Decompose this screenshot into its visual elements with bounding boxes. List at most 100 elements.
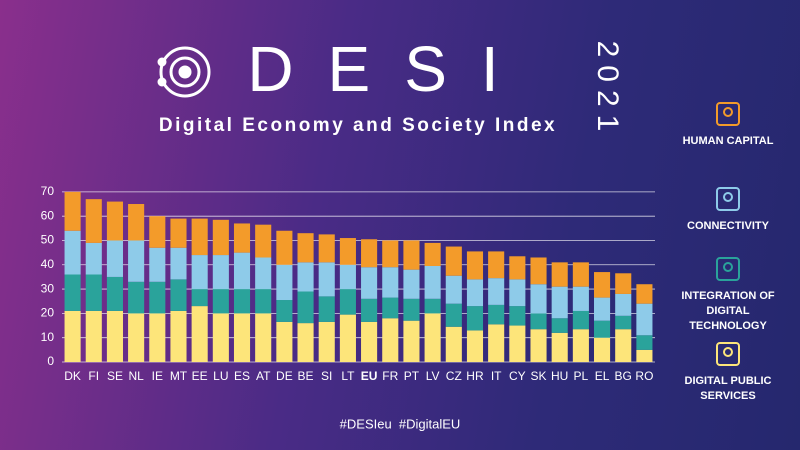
bar-segment: [212, 219, 229, 256]
legend-icon: [716, 102, 740, 126]
y-tick-label: 0: [47, 354, 54, 368]
bar-segment: [212, 313, 229, 362]
bar-segment: [594, 337, 611, 362]
bar-segment: [403, 269, 420, 299]
x-tick-label: SE: [107, 369, 123, 383]
bar-segment: [403, 298, 420, 321]
bar-segment: [361, 267, 378, 299]
bar-segment: [382, 240, 399, 268]
subtitle: Digital Economy and Society Index: [159, 115, 557, 136]
bar-segment: [466, 251, 484, 280]
bar-segment: [318, 262, 335, 297]
x-tick-label: EE: [192, 369, 208, 383]
bar-segment: [488, 251, 505, 279]
bar-segment: [128, 204, 145, 241]
bar-segment: [551, 318, 568, 333]
bar-segment: [233, 223, 251, 253]
y-tick-label: 10: [41, 330, 55, 344]
bar-segment: [594, 297, 611, 321]
bar-segment: [64, 191, 81, 231]
x-tick-label: DE: [276, 369, 293, 383]
bar-segment: [106, 276, 123, 311]
bar-segment: [297, 233, 314, 263]
bar-segment: [615, 273, 632, 294]
bar-segment: [276, 230, 293, 265]
x-tick-label: HU: [551, 369, 568, 383]
bar-segment: [170, 218, 187, 248]
bar-segment: [509, 306, 526, 326]
bar-segment: [361, 298, 378, 322]
bar-segment: [530, 329, 547, 362]
x-tick-label: HR: [466, 369, 484, 383]
logo-icon: [157, 46, 211, 98]
x-tick-label: IT: [491, 369, 502, 383]
legend-item: DIGITAL PUBLIC SERVICES: [668, 340, 788, 404]
y-tick-label: 60: [41, 208, 55, 222]
bar-segment: [445, 326, 462, 362]
bar-segment: [403, 320, 420, 362]
bar-segment: [255, 257, 272, 290]
bar-segment: [530, 257, 547, 285]
x-tick-label: DK: [64, 369, 81, 383]
bar-segment: [445, 275, 462, 304]
bar-segment: [424, 242, 441, 266]
bar-segment: [191, 218, 208, 256]
bar-segment: [297, 323, 314, 362]
bar-segment: [85, 242, 102, 275]
x-tick-label: BG: [615, 369, 632, 383]
bar-segment: [318, 234, 335, 263]
bar-segment: [424, 313, 441, 362]
bar-segment: [255, 313, 272, 362]
year: 2021: [591, 41, 624, 140]
bar-segment: [572, 262, 589, 287]
bar-segment: [339, 314, 356, 362]
footer: #DESIeu #DigitalEU: [340, 416, 461, 431]
legend-label: INTEGRATION OF DIGITAL TECHNOLOGY: [681, 290, 775, 332]
x-tick-label: EU: [361, 369, 378, 383]
bar-segment: [615, 329, 632, 362]
bar-segment: [339, 238, 356, 265]
legend-icon: [716, 187, 740, 211]
bar-segment: [488, 324, 505, 362]
bar-segment: [509, 256, 526, 280]
bar-segment: [403, 240, 420, 270]
legend-icon: [716, 342, 740, 366]
bar-segment: [128, 281, 145, 314]
bar-segment: [424, 265, 441, 299]
bar-segment: [297, 291, 314, 324]
bar-segment: [85, 199, 102, 243]
x-tick-label: RO: [635, 369, 653, 383]
bar-segment: [551, 286, 568, 319]
bar-segment: [382, 318, 399, 362]
bar-segment: [382, 267, 399, 298]
legend-icon: [716, 257, 740, 281]
bar-segment: [170, 247, 187, 280]
bar-segment: [572, 310, 589, 330]
bar-segment: [318, 321, 335, 362]
y-tick-label: 70: [41, 184, 55, 198]
bar-segment: [149, 216, 166, 248]
bar-segment: [106, 240, 123, 277]
bar-segment: [424, 298, 441, 314]
bar-segment: [212, 255, 229, 290]
bar-segment: [466, 279, 484, 307]
bar-segment: [551, 332, 568, 362]
x-tick-label: SI: [321, 369, 332, 383]
x-tick-label: MT: [170, 369, 188, 383]
bar-segment: [594, 272, 611, 298]
bar-segment: [318, 296, 335, 322]
bar-segment: [530, 313, 547, 330]
bar-segment: [488, 304, 505, 325]
x-tick-label: LT: [341, 369, 355, 383]
bar-segment: [445, 303, 462, 327]
bar-segment: [170, 310, 187, 362]
bar-segment: [170, 279, 187, 311]
legend-item: HUMAN CAPITAL: [668, 100, 788, 149]
bar-segment: [339, 264, 356, 290]
bar-segment: [191, 255, 208, 290]
bar-segment: [149, 313, 166, 362]
x-tick-label: PL: [574, 369, 589, 383]
bar-segment: [636, 349, 653, 362]
